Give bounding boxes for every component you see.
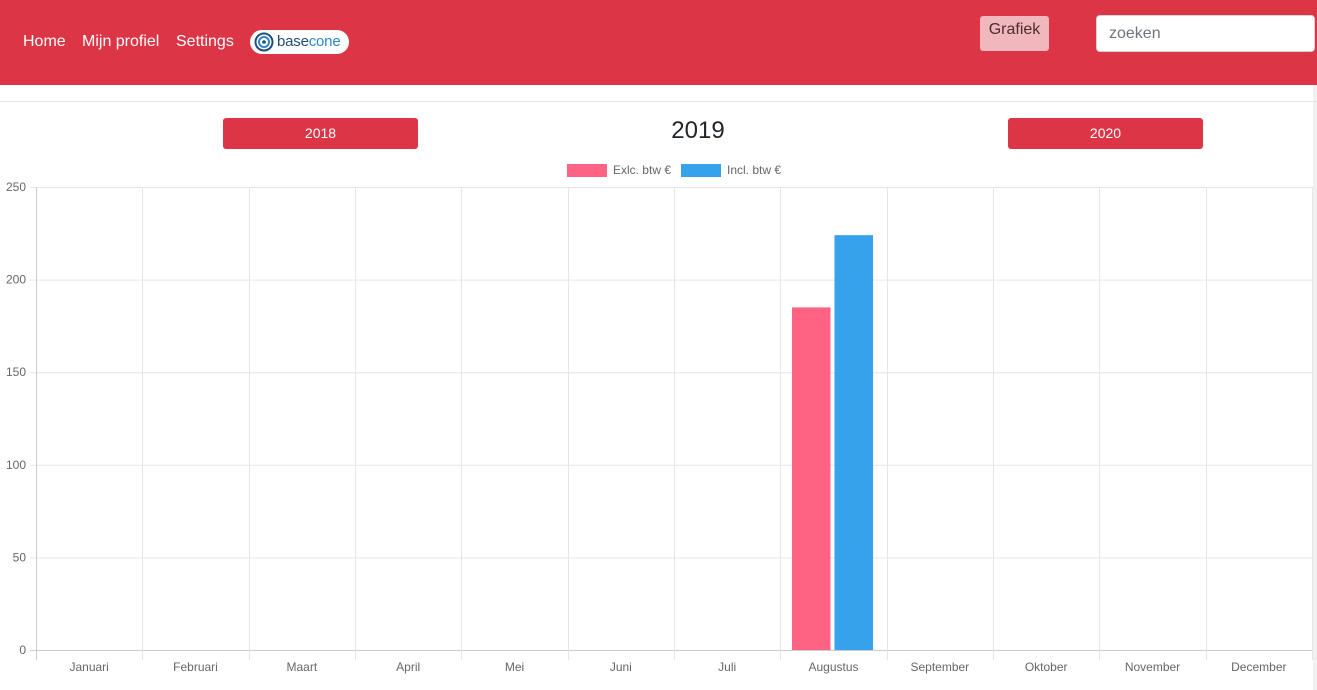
- current-year-title: 2019: [671, 117, 725, 144]
- x-tick-label: September: [910, 660, 969, 674]
- scrollbar-track[interactable]: [1313, 85, 1317, 690]
- nav-settings-link[interactable]: Settings: [176, 33, 234, 50]
- bar-chart: 0 50 100 150 200 250 Januari Februari Maart April…: [6, 163, 1313, 674]
- nav-home-link[interactable]: Home: [23, 33, 66, 50]
- x-tick-label: November: [1125, 660, 1180, 674]
- prev-year-button[interactable]: 2018: [223, 118, 418, 149]
- legend-label: Exlc. btw €: [613, 163, 671, 177]
- x-tick-label: April: [396, 660, 420, 674]
- divider: [0, 101, 1317, 102]
- x-tick-label: Mei: [505, 660, 524, 674]
- x-tick-label: Maart: [286, 660, 317, 674]
- search-input[interactable]: [1096, 15, 1315, 52]
- legend-label: Incl. btw €: [727, 163, 781, 177]
- basecone-logo[interactable]: basecone: [250, 30, 349, 54]
- bar: [791, 307, 831, 650]
- y-tick-label: 100: [6, 458, 26, 472]
- x-tick-label: Februari: [173, 660, 218, 674]
- bar: [834, 235, 874, 650]
- legend-swatch: [566, 164, 607, 177]
- x-tick-label: Januari: [69, 660, 108, 674]
- y-tick-label: 0: [19, 643, 26, 657]
- x-tick-label: Oktober: [1025, 660, 1068, 674]
- x-tick-label: Juni: [610, 660, 632, 674]
- y-tick-label: 200: [6, 273, 26, 287]
- navbar: Home Mijn profiel Settings basecone Graf…: [0, 0, 1317, 85]
- grafiek-button[interactable]: Grafiek: [980, 16, 1049, 51]
- x-tick-label: Juli: [718, 660, 736, 674]
- y-tick-label: 50: [13, 550, 27, 564]
- basecone-swirl-icon: [254, 32, 274, 52]
- next-year-button[interactable]: 2020: [1008, 118, 1203, 149]
- logo-text: basecone: [277, 33, 341, 50]
- x-tick-label: December: [1231, 660, 1286, 674]
- y-tick-label: 150: [6, 365, 26, 379]
- y-tick-label: 250: [6, 180, 26, 194]
- nav-profile-link[interactable]: Mijn profiel: [82, 33, 160, 50]
- x-tick-label: Augustus: [808, 660, 858, 674]
- legend-swatch: [681, 164, 721, 177]
